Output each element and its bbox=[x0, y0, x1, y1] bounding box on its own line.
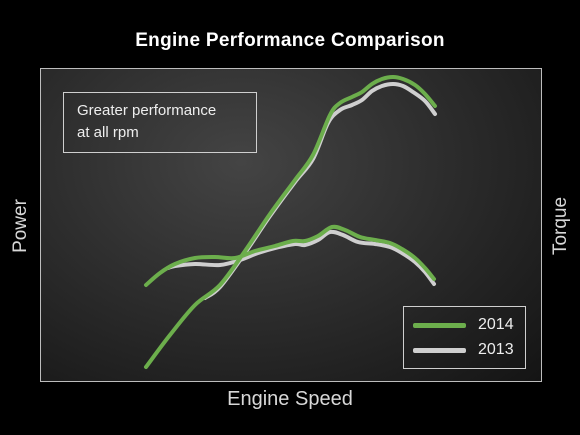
power-curve-2014 bbox=[144, 75, 437, 369]
annotation-line-2: at all rpm bbox=[77, 124, 139, 141]
legend-label-2013: 2013 bbox=[478, 341, 514, 358]
y-axis-label-torque: Torque bbox=[550, 196, 571, 256]
y-axis-label-power: Power bbox=[10, 199, 31, 253]
torque-curve-2013 bbox=[166, 229, 436, 286]
legend-label-2014: 2014 bbox=[478, 316, 514, 333]
legend: 2014 2013 bbox=[403, 306, 526, 369]
plot-area bbox=[40, 68, 542, 382]
legend-swatch-2013 bbox=[413, 347, 466, 353]
legend-swatch-2014 bbox=[413, 322, 466, 328]
x-axis-label: Engine Speed bbox=[227, 388, 353, 410]
legend-item-2013: 2013 bbox=[413, 341, 514, 359]
annotation-line-1: Greater performance bbox=[77, 102, 217, 119]
torque-curve-2014 bbox=[144, 224, 436, 287]
annotation-box: Greater performance at all rpm bbox=[63, 92, 257, 153]
legend-item-2014: 2014 bbox=[413, 316, 514, 334]
chart-title: Engine Performance Comparison bbox=[135, 30, 445, 51]
